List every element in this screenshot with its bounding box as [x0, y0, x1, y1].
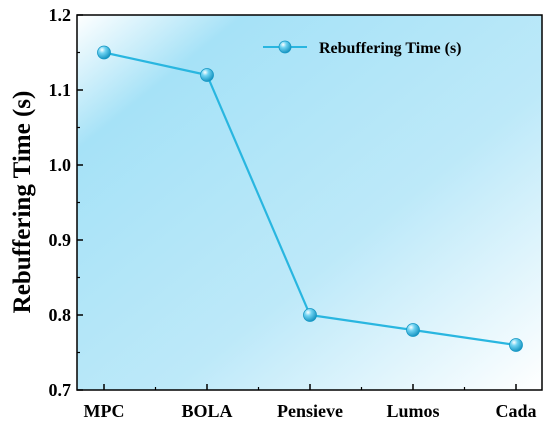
x-axis: MPC BOLA Pensieve Lumos Cada	[84, 384, 537, 421]
legend: Rebuffering Time (s)	[263, 40, 462, 57]
data-point	[509, 338, 523, 352]
y-tick-label: 1.2	[49, 5, 72, 25]
data-point	[303, 308, 317, 322]
y-tick-label: 0.8	[49, 305, 72, 325]
x-tick-label: BOLA	[181, 401, 232, 421]
y-tick-label: 1.0	[49, 155, 72, 175]
y-tick-label: 0.9	[49, 230, 72, 250]
legend-label: Rebuffering Time (s)	[319, 40, 462, 57]
plot-area	[76, 14, 543, 391]
x-tick-label: Pensieve	[277, 401, 343, 421]
x-tick-label: MPC	[84, 401, 125, 421]
data-point	[97, 45, 111, 60]
x-tick-label: Lumos	[386, 401, 439, 421]
data-point	[406, 323, 420, 337]
y-axis: 0.7 0.8 0.9 1.0 1.1 1.2	[49, 5, 83, 400]
y-axis-label: Rebuffering Time (s)	[9, 91, 36, 314]
y-tick-label: 0.7	[49, 380, 72, 400]
y-tick-label: 1.1	[49, 80, 72, 100]
x-tick-label: Cada	[495, 401, 536, 421]
data-point	[200, 68, 214, 82]
legend-marker	[278, 40, 292, 54]
series-layer	[97, 45, 523, 352]
